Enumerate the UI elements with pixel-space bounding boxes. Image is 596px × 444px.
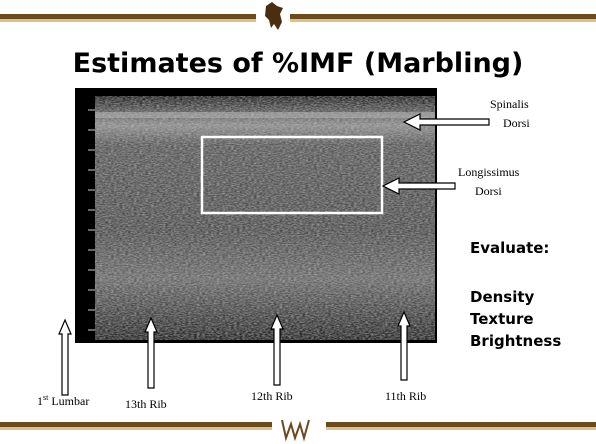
spinalis-label: Dorsi <box>503 116 530 130</box>
rib-label: 13th Rib <box>125 397 167 411</box>
rib-label: 11th Rib <box>385 389 426 403</box>
bottom-border <box>0 420 596 438</box>
evaluate-item: Texture <box>470 310 534 328</box>
spinalis-label: Spinalis <box>490 97 529 111</box>
slide: Estimates of %IMF (Marbling) Spinalis Do… <box>0 0 596 444</box>
slide-title: Estimates of %IMF (Marbling) <box>73 48 524 79</box>
longissimus-label: Longissimus <box>458 165 520 179</box>
longissimus-label: Dorsi <box>475 184 502 198</box>
top-border <box>0 2 596 30</box>
lumbar-name: Lumbar <box>51 394 89 408</box>
evaluate-heading: Evaluate: <box>470 239 549 257</box>
ultrasound-image <box>75 88 437 343</box>
evaluate-item: Brightness <box>470 332 561 350</box>
rib-label: 12th Rib <box>251 389 293 403</box>
ordinal-suffix: st <box>43 393 49 402</box>
evaluate-item: Density <box>470 288 535 306</box>
